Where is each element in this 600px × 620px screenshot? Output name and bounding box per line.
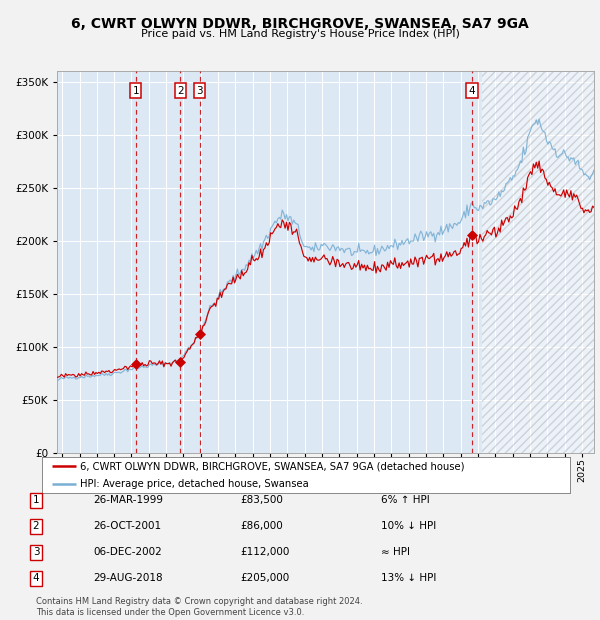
Text: 6, CWRT OLWYN DDWR, BIRCHGROVE, SWANSEA, SA7 9GA: 6, CWRT OLWYN DDWR, BIRCHGROVE, SWANSEA,… <box>71 17 529 31</box>
Text: 4: 4 <box>32 574 40 583</box>
Text: 4: 4 <box>469 86 475 95</box>
Text: £86,000: £86,000 <box>240 521 283 531</box>
Bar <box>482 71 594 453</box>
Text: 26-MAR-1999: 26-MAR-1999 <box>93 495 163 505</box>
Text: 13% ↓ HPI: 13% ↓ HPI <box>381 574 436 583</box>
Text: 10% ↓ HPI: 10% ↓ HPI <box>381 521 436 531</box>
Text: 6% ↑ HPI: 6% ↑ HPI <box>381 495 430 505</box>
Text: 1: 1 <box>32 495 40 505</box>
Text: HPI: Average price, detached house, Swansea: HPI: Average price, detached house, Swan… <box>80 479 309 489</box>
Text: 26-OCT-2001: 26-OCT-2001 <box>93 521 161 531</box>
Text: ≈ HPI: ≈ HPI <box>381 547 410 557</box>
Text: 2: 2 <box>177 86 184 95</box>
Text: 3: 3 <box>32 547 40 557</box>
Text: £112,000: £112,000 <box>240 547 289 557</box>
Text: £205,000: £205,000 <box>240 574 289 583</box>
Text: 3: 3 <box>196 86 203 95</box>
Text: £83,500: £83,500 <box>240 495 283 505</box>
Text: Contains HM Land Registry data © Crown copyright and database right 2024.
This d: Contains HM Land Registry data © Crown c… <box>36 598 362 617</box>
Text: 29-AUG-2018: 29-AUG-2018 <box>93 574 163 583</box>
Text: 06-DEC-2002: 06-DEC-2002 <box>93 547 162 557</box>
Text: 2: 2 <box>32 521 40 531</box>
Text: 6, CWRT OLWYN DDWR, BIRCHGROVE, SWANSEA, SA7 9GA (detached house): 6, CWRT OLWYN DDWR, BIRCHGROVE, SWANSEA,… <box>80 461 464 471</box>
Text: Price paid vs. HM Land Registry's House Price Index (HPI): Price paid vs. HM Land Registry's House … <box>140 29 460 39</box>
Text: 1: 1 <box>133 86 139 95</box>
